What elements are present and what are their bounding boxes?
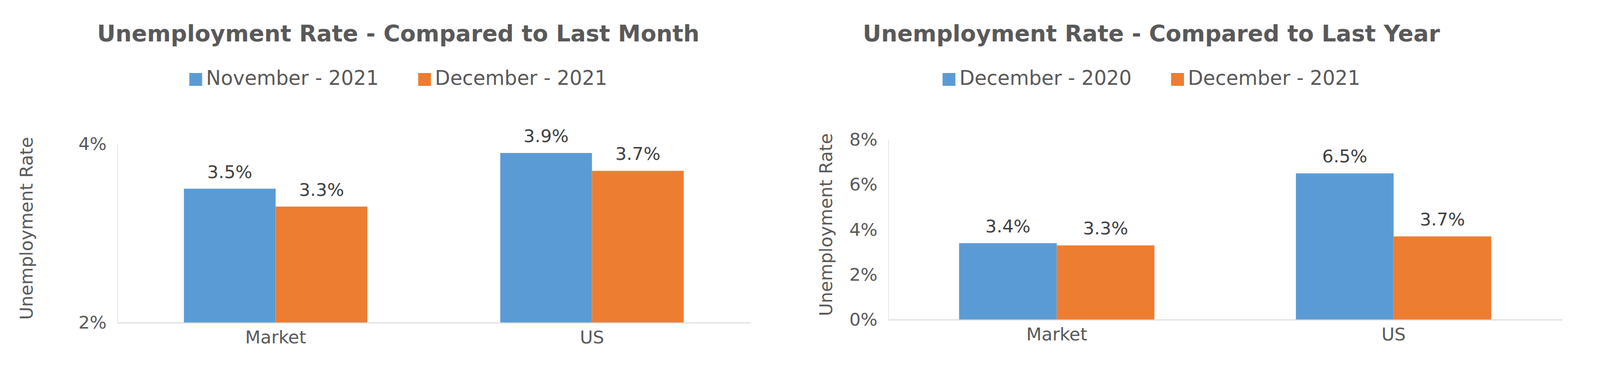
data-label: 3.4% — [985, 216, 1031, 237]
data-label: 3.9% — [523, 125, 569, 147]
title: Unemployment Rate - Compared to Last Mon… — [97, 20, 700, 47]
bar — [275, 206, 368, 323]
x-tick: Market — [245, 322, 307, 348]
data-label: 3.3% — [1082, 218, 1128, 239]
x-tick-label: Market — [245, 327, 307, 348]
legend-label: December - 2021 — [1187, 66, 1361, 90]
y-tick-label: 2% — [849, 264, 878, 285]
legend-label: November - 2021 — [206, 66, 380, 90]
y-tick-label: 4% — [78, 133, 107, 154]
bar — [592, 170, 685, 323]
y-tick-label: 0% — [849, 309, 878, 330]
y-axis: 0% 2% 4% 6% 8% — [849, 129, 889, 330]
data-label: 3.3% — [299, 179, 344, 200]
legend-label: December - 2021 — [434, 66, 608, 90]
data-label: 6.5% — [1322, 146, 1368, 167]
data-label: 3.7% — [615, 143, 661, 164]
x-axis: Market US — [888, 319, 1563, 345]
bar — [500, 152, 593, 323]
legend-item: December - 2020 — [942, 66, 1132, 90]
y-tick: 8% — [849, 129, 889, 150]
y-tick: 6% — [849, 174, 889, 195]
bar — [1393, 236, 1492, 320]
data-labels: 3.5% 3.9% 3.3% 3.7% — [207, 125, 661, 200]
y-axis: 2% 4% — [78, 133, 118, 333]
legend-swatch — [1171, 73, 1184, 86]
y-axis-line — [117, 144, 118, 324]
x-axis: Market US — [117, 322, 751, 348]
y-tick-label: 2% — [78, 312, 107, 333]
bars — [184, 152, 685, 323]
legend: November - 2021 December - 2021 — [189, 66, 608, 90]
y-tick: 2% — [78, 312, 118, 333]
x-tick: US — [1381, 319, 1406, 345]
y-tick-label: 4% — [849, 219, 878, 240]
y-axis-title: Unemployment Rate — [815, 133, 837, 317]
legend-label: December - 2020 — [959, 66, 1132, 90]
y-tick: 4% — [78, 133, 118, 154]
bar — [1056, 245, 1155, 320]
legend-item: December - 2021 — [418, 66, 608, 90]
x-tick-label: US — [579, 327, 605, 348]
y-tick: 2% — [849, 264, 889, 285]
x-tick-label: US — [1381, 324, 1406, 345]
title: Unemployment Rate - Compared to Last Yea… — [862, 20, 1441, 47]
x-axis-line — [888, 319, 1563, 321]
data-labels: 3.4% 6.5% 3.3% 3.7% — [985, 146, 1466, 239]
y-tick: 0% — [849, 309, 889, 330]
y-axis-title: Unemployment Rate — [16, 137, 37, 321]
x-tick: US — [579, 322, 605, 348]
legend-item: December - 2021 — [1171, 66, 1361, 90]
chart: Unemployment Rate - Compared to Last Yea… — [815, 20, 1562, 345]
legend: December - 2020 December - 2021 — [942, 66, 1361, 90]
bar — [184, 189, 276, 324]
x-tick-label: Market — [1026, 324, 1088, 345]
chart: Unemployment Rate - Compared to Last Mon… — [16, 20, 751, 348]
x-tick: Market — [1026, 319, 1088, 345]
data-label: 3.7% — [1419, 209, 1465, 230]
chart-canvas: Unemployment Rate - Compared to Last Mon… — [0, 0, 1600, 370]
y-tick-label: 8% — [849, 129, 878, 150]
y-tick-label: 6% — [849, 174, 878, 195]
bar — [958, 243, 1057, 320]
y-tick: 4% — [849, 219, 889, 240]
legend-swatch — [942, 73, 956, 86]
y-axis-line — [888, 140, 889, 321]
bar — [1295, 173, 1394, 320]
legend-swatch — [418, 73, 431, 86]
bars — [958, 173, 1491, 320]
legend-swatch — [189, 73, 203, 86]
legend-item: November - 2021 — [189, 66, 380, 90]
data-label: 3.5% — [207, 161, 253, 183]
x-axis-line — [117, 322, 751, 324]
